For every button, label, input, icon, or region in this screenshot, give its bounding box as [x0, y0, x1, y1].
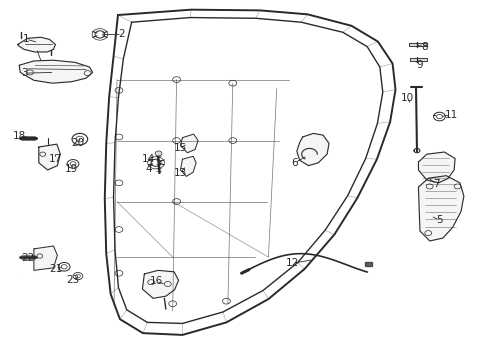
Polygon shape — [39, 144, 60, 170]
Text: 18: 18 — [13, 131, 26, 141]
Text: 15: 15 — [174, 143, 187, 153]
Text: 10: 10 — [401, 93, 414, 103]
Text: 19: 19 — [65, 164, 78, 174]
Text: 9: 9 — [416, 59, 423, 69]
Text: 12: 12 — [286, 258, 299, 268]
Text: 20: 20 — [72, 139, 84, 148]
Polygon shape — [297, 134, 329, 166]
Polygon shape — [418, 152, 455, 183]
Polygon shape — [19, 60, 93, 83]
Circle shape — [155, 151, 162, 156]
Text: 6: 6 — [292, 158, 298, 168]
Polygon shape — [34, 246, 57, 270]
Polygon shape — [180, 156, 196, 176]
Text: 2: 2 — [119, 30, 125, 39]
Polygon shape — [143, 270, 178, 298]
Text: 14: 14 — [142, 154, 155, 164]
Text: 7: 7 — [433, 179, 440, 189]
Text: 22: 22 — [21, 253, 34, 263]
Text: 11: 11 — [444, 110, 458, 120]
Text: 5: 5 — [436, 215, 443, 225]
Text: 4: 4 — [145, 163, 151, 174]
Polygon shape — [180, 134, 198, 153]
Text: 17: 17 — [49, 154, 62, 164]
Text: 1: 1 — [23, 34, 29, 44]
Polygon shape — [410, 58, 427, 61]
Polygon shape — [18, 37, 55, 52]
Text: 16: 16 — [149, 276, 163, 286]
Text: 3: 3 — [21, 68, 27, 78]
Text: 23: 23 — [66, 275, 80, 285]
Text: 13: 13 — [174, 168, 187, 178]
Text: 8: 8 — [421, 42, 428, 51]
Polygon shape — [409, 43, 427, 46]
Polygon shape — [365, 262, 372, 266]
Polygon shape — [418, 176, 464, 241]
Text: 21: 21 — [49, 264, 62, 274]
